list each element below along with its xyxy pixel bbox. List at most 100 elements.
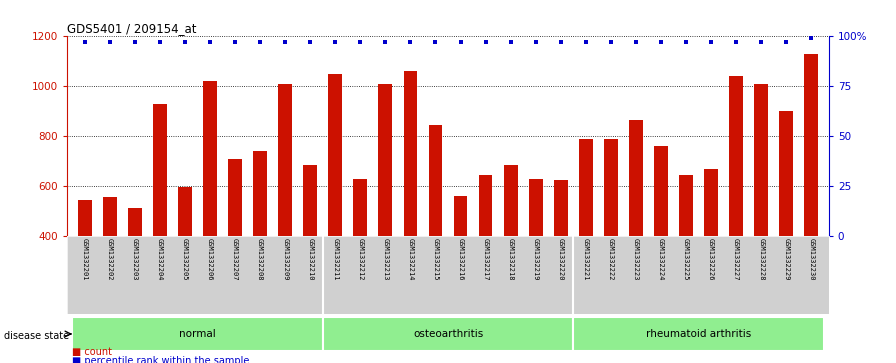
Text: osteoarthritis: osteoarthritis [413,329,483,339]
Bar [654,146,668,336]
Point [428,40,443,45]
Point [679,40,694,45]
Bar [128,208,142,336]
Text: GSM1332214: GSM1332214 [408,237,413,280]
Bar [73,317,323,351]
Text: GSM1332222: GSM1332222 [607,237,614,280]
Point [127,40,142,45]
Point [103,40,117,45]
Point [228,40,242,45]
Text: GSM1332216: GSM1332216 [458,237,463,280]
Point [654,40,668,45]
Text: GSM1332220: GSM1332220 [557,237,564,280]
Point [353,40,367,45]
Text: rheumatoid arthritis: rheumatoid arthritis [646,329,751,339]
Bar [103,197,116,336]
Point [202,40,217,45]
Text: GSM1332221: GSM1332221 [582,237,589,280]
Bar [704,168,718,336]
Bar [178,187,192,336]
Text: GSM1332212: GSM1332212 [358,237,363,280]
Text: GSM1332209: GSM1332209 [282,237,289,280]
Text: GSM1332226: GSM1332226 [708,237,714,280]
Bar [353,179,367,336]
Bar [428,125,443,336]
Point [403,40,418,45]
Text: GSM1332219: GSM1332219 [533,237,538,280]
Text: GSM1332217: GSM1332217 [483,237,488,280]
Point [453,40,468,45]
Point [554,40,568,45]
Point [303,40,317,45]
Bar [403,71,418,336]
Point [152,40,167,45]
Text: ■ percentile rank within the sample: ■ percentile rank within the sample [72,356,249,363]
Bar [304,165,317,336]
Point [478,40,493,45]
Bar [754,84,768,336]
Bar [579,139,592,336]
Bar [504,165,518,336]
Point [328,40,342,45]
Text: GSM1332211: GSM1332211 [332,237,339,280]
Bar [679,175,693,336]
Bar [328,74,342,336]
Bar [279,84,292,336]
Text: normal: normal [179,329,216,339]
Text: GSM1332218: GSM1332218 [508,237,513,280]
Text: GSM1332206: GSM1332206 [207,237,213,280]
Text: GSM1332202: GSM1332202 [107,237,113,280]
Text: GSM1332228: GSM1332228 [758,237,764,280]
Point [579,40,593,45]
Text: GSM1332207: GSM1332207 [232,237,238,280]
Point [604,40,618,45]
Text: GSM1332223: GSM1332223 [633,237,639,280]
Text: GSM1332215: GSM1332215 [433,237,438,280]
Bar [378,84,392,336]
Text: GSM1332203: GSM1332203 [132,237,138,280]
Text: GSM1332208: GSM1332208 [257,237,263,280]
Bar [529,179,543,336]
Point [177,40,192,45]
Point [78,40,92,45]
Bar [78,200,91,336]
Bar [805,54,818,336]
Text: GSM1332227: GSM1332227 [733,237,739,280]
Point [629,40,643,45]
Point [779,40,793,45]
Bar [604,139,617,336]
Bar [478,175,493,336]
Point [804,36,818,41]
Text: GSM1332225: GSM1332225 [683,237,689,280]
Text: GSM1332229: GSM1332229 [783,237,789,280]
Text: ■ count: ■ count [72,347,112,357]
Bar [629,120,642,336]
Text: GSM1332210: GSM1332210 [307,237,314,280]
Bar [228,159,242,336]
Text: GSM1332213: GSM1332213 [383,237,388,280]
Point [529,40,543,45]
Point [704,40,719,45]
Point [729,40,744,45]
Bar [554,180,568,336]
Point [378,40,392,45]
Point [253,40,267,45]
Bar [254,151,267,336]
Bar [453,196,468,336]
Bar [153,104,167,336]
Text: GSM1332230: GSM1332230 [808,237,814,280]
Point [754,40,769,45]
Text: GSM1332224: GSM1332224 [658,237,664,280]
Text: GSM1332205: GSM1332205 [182,237,188,280]
Text: disease state: disease state [4,331,70,341]
Point [504,40,518,45]
Bar [729,76,743,336]
Text: GSM1332204: GSM1332204 [157,237,163,280]
Bar [573,317,823,351]
Text: GDS5401 / 209154_at: GDS5401 / 209154_at [67,22,197,35]
Text: GSM1332201: GSM1332201 [82,237,88,280]
Bar [203,81,217,336]
Bar [780,111,793,336]
Bar [323,317,573,351]
Point [278,40,292,45]
